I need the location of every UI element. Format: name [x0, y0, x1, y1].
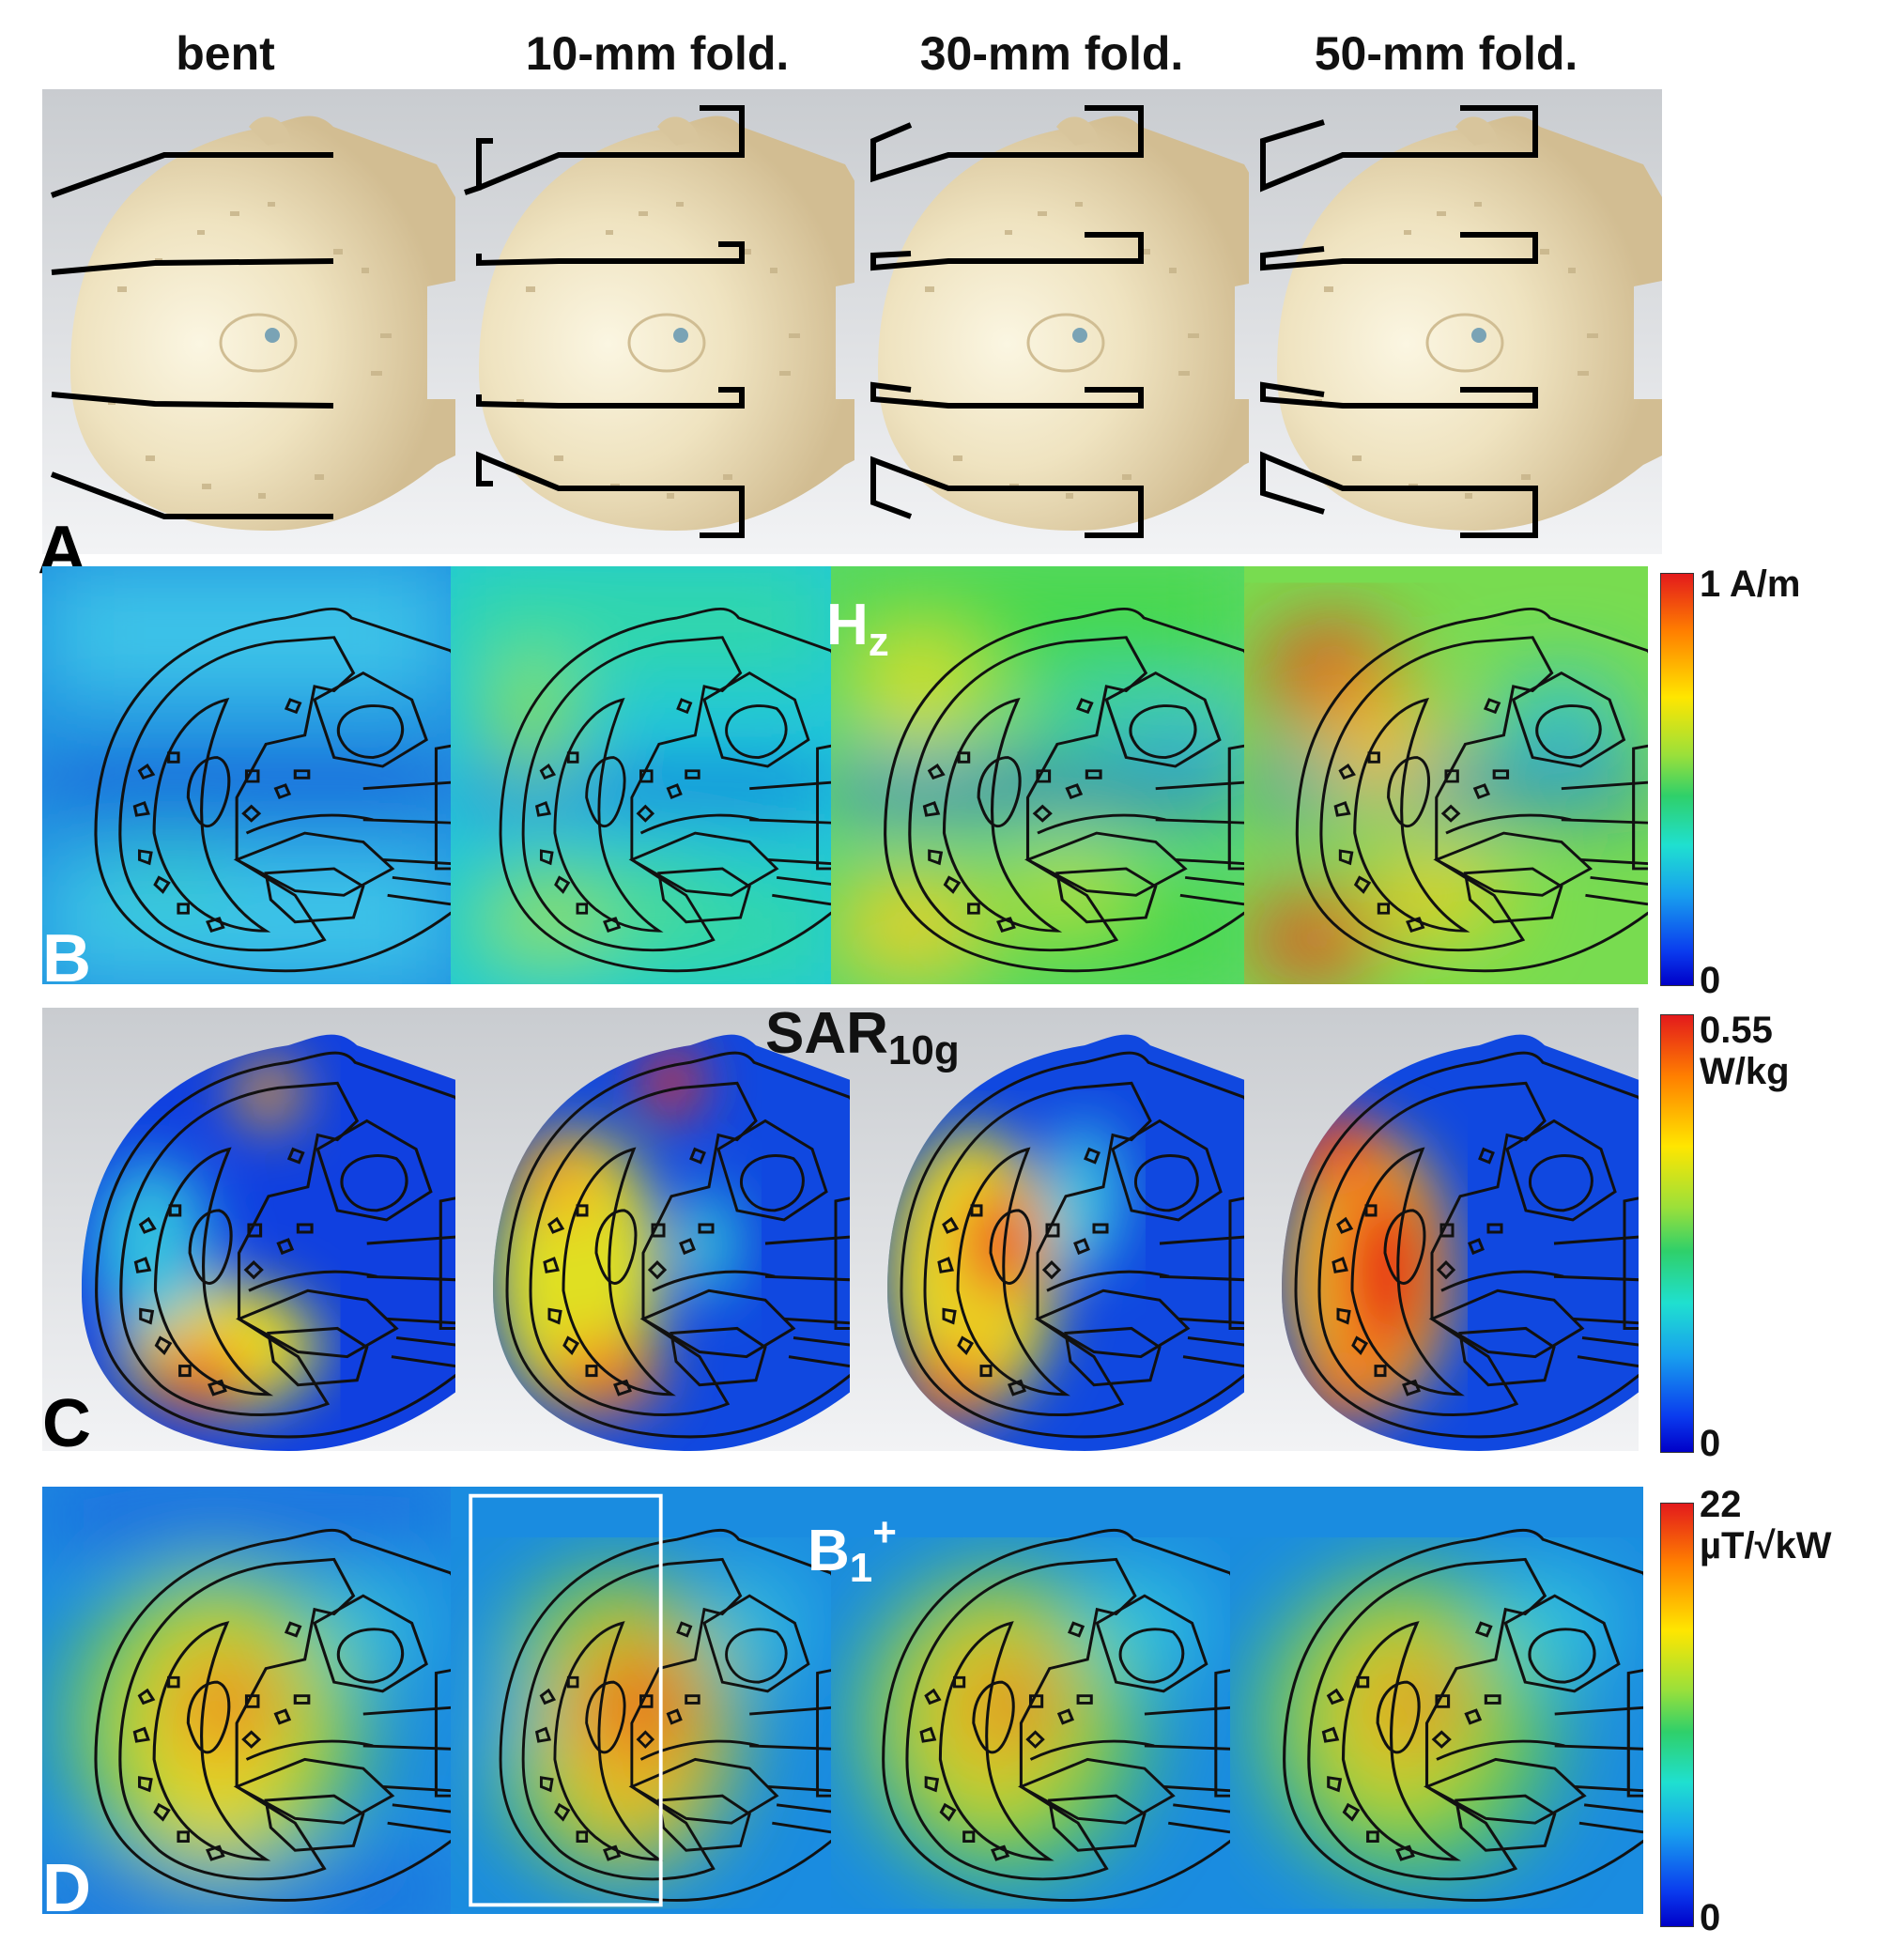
b1-map-30mm: [831, 1487, 1230, 1914]
model-panel-50mm: [1249, 89, 1662, 554]
column-title-bent: bent: [176, 27, 275, 80]
hz-colorbar: [1660, 573, 1694, 986]
sar-field-label: SAR10g: [765, 1001, 960, 1073]
row-label-b: B: [42, 921, 91, 996]
column-title-30mm: 30-mm fold.: [919, 27, 1184, 80]
b1-scale-max: 22 µT/√kW: [1700, 1484, 1832, 1566]
model-panel-bent: [42, 89, 455, 554]
b1-map-bent: [42, 1487, 451, 1914]
b1-field-label: B1+: [808, 1509, 897, 1591]
sar-scale-min: 0: [1700, 1423, 1721, 1464]
b1-scale-min: 0: [1700, 1897, 1721, 1938]
sar-colorbar: [1660, 1014, 1694, 1453]
hz-map-30mm: [831, 566, 1244, 984]
coil-30mm: [870, 105, 1144, 538]
roi-box: [469, 1493, 663, 1907]
column-title-50mm: 50-mm fold.: [1314, 27, 1578, 80]
model-panel-10mm: [455, 89, 854, 554]
coil-bent: [50, 152, 334, 519]
row-label-d: D: [42, 1851, 91, 1926]
b1-colorbar: [1660, 1503, 1694, 1927]
b1-map-50mm: [1230, 1487, 1643, 1914]
sar-map-30mm: [850, 1008, 1244, 1451]
model-panel-30mm: [854, 89, 1249, 554]
coil-10mm: [464, 105, 745, 538]
sar-map-50mm: [1244, 1008, 1639, 1451]
b1-map-10mm: [451, 1487, 831, 1914]
row-label-c: C: [42, 1386, 91, 1461]
hz-map-50mm: [1244, 566, 1648, 984]
hz-scale-min: 0: [1700, 960, 1721, 1001]
hz-map-10mm: [451, 566, 831, 984]
sar-scale-max: 0.55 W/kg: [1700, 1010, 1790, 1092]
coil-50mm: [1260, 105, 1538, 538]
hz-map-bent: [42, 566, 451, 984]
hz-scale-max: 1 A/m: [1700, 563, 1801, 605]
sar-map-10mm: [455, 1008, 850, 1451]
sar-map-bent: [42, 1008, 455, 1451]
hz-field-label: Hz: [826, 593, 889, 665]
column-title-10mm: 10-mm fold.: [525, 27, 790, 80]
